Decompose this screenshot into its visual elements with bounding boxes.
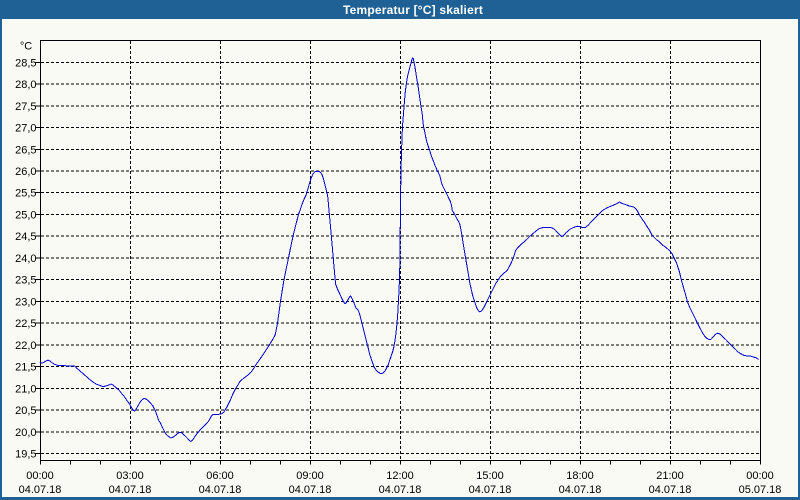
svg-text:28,5: 28,5: [15, 57, 36, 69]
svg-text:09:00: 09:00: [296, 470, 324, 482]
svg-text:20,0: 20,0: [15, 427, 36, 439]
svg-text:21,5: 21,5: [15, 362, 36, 374]
svg-text:15:00: 15:00: [476, 470, 504, 482]
svg-text:Temperatur [°C] skaliert: Temperatur [°C] skaliert: [343, 3, 483, 17]
svg-text:05.07.18: 05.07.18: [739, 484, 782, 496]
svg-text:27,0: 27,0: [15, 123, 36, 135]
svg-text:04.07.18: 04.07.18: [469, 484, 512, 496]
svg-text:24,5: 24,5: [15, 231, 36, 243]
svg-text:22,5: 22,5: [15, 318, 36, 330]
svg-text:24,0: 24,0: [15, 253, 36, 265]
svg-text:00:00: 00:00: [26, 470, 54, 482]
svg-text:21:00: 21:00: [656, 470, 684, 482]
svg-text:25,0: 25,0: [15, 210, 36, 222]
svg-text:21,0: 21,0: [15, 383, 36, 395]
svg-text:25,5: 25,5: [15, 188, 36, 200]
svg-text:19,5: 19,5: [15, 449, 36, 461]
svg-text:12:00: 12:00: [386, 470, 414, 482]
svg-text:23,0: 23,0: [15, 296, 36, 308]
svg-text:27,5: 27,5: [15, 101, 36, 113]
svg-text:04.07.18: 04.07.18: [649, 484, 692, 496]
svg-text:04.07.18: 04.07.18: [199, 484, 242, 496]
svg-text:06:00: 06:00: [206, 470, 234, 482]
svg-text:20,5: 20,5: [15, 405, 36, 417]
svg-text:04.07.18: 04.07.18: [19, 484, 62, 496]
svg-text:°C: °C: [20, 41, 32, 53]
svg-text:18:00: 18:00: [566, 470, 594, 482]
svg-text:04.07.18: 04.07.18: [559, 484, 602, 496]
svg-text:04.07.18: 04.07.18: [109, 484, 152, 496]
svg-text:04.07.18: 04.07.18: [289, 484, 332, 496]
svg-text:26,5: 26,5: [15, 144, 36, 156]
svg-text:04.07.18: 04.07.18: [379, 484, 422, 496]
svg-text:03:00: 03:00: [116, 470, 144, 482]
svg-text:22,0: 22,0: [15, 340, 36, 352]
svg-text:28,0: 28,0: [15, 79, 36, 91]
svg-text:00:00: 00:00: [746, 470, 774, 482]
svg-text:26,0: 26,0: [15, 166, 36, 178]
svg-text:23,5: 23,5: [15, 275, 36, 287]
